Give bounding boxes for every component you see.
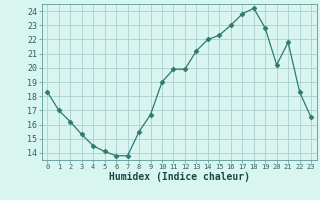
X-axis label: Humidex (Indice chaleur): Humidex (Indice chaleur) <box>109 172 250 182</box>
